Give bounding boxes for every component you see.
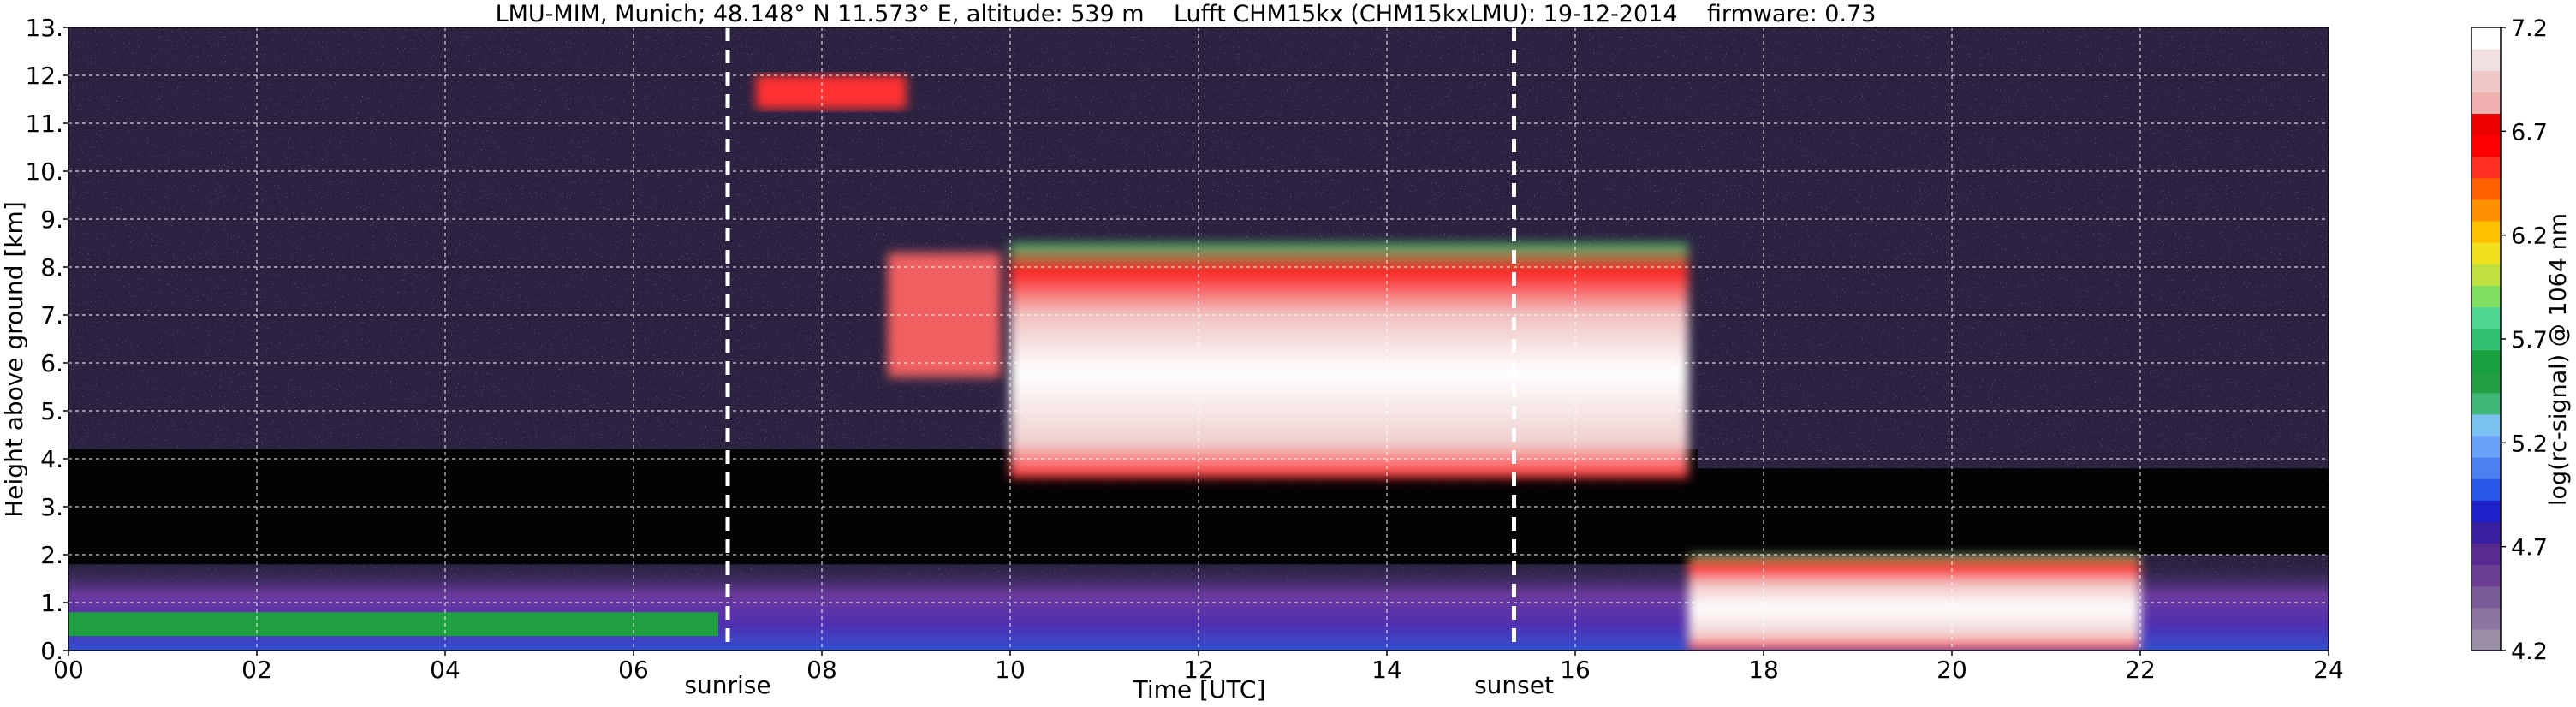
x-tick-label: 18 (1748, 656, 1779, 684)
y-tick-label: 7. (40, 301, 63, 330)
colorbar-cell (2472, 113, 2501, 136)
colorbar-tick-label: 7.2 (2511, 15, 2548, 42)
y-tick-label: 1. (40, 589, 63, 617)
y-tick-label: 10. (25, 157, 63, 186)
colorbar-cell (2472, 543, 2501, 566)
x-tick-label: 24 (2313, 656, 2344, 684)
y-tick-label: 3. (40, 493, 63, 521)
y-tick-label: 2. (40, 541, 63, 569)
colorbar-tick-label: 5.7 (2511, 327, 2548, 354)
y-tick-label: 11. (25, 110, 63, 138)
colorbar-scale (2472, 27, 2501, 651)
colorbar-cell (2472, 199, 2501, 222)
colorbar-cell (2472, 49, 2501, 71)
marker-label-sunset: sunset (1474, 671, 1554, 699)
colorbar-cell (2472, 177, 2501, 200)
plot-area: sunrise sunset (68, 27, 2329, 699)
layer-cirrus (756, 75, 907, 110)
colorbar-label: log(rc-signal) @ 1064 nm (2545, 213, 2572, 506)
colorbar-cell (2472, 92, 2501, 115)
y-axis-label: Height above ground [km] (0, 201, 28, 518)
layer-clear-sky-low-noise (1698, 468, 2329, 555)
colorbar-cell (2472, 478, 2501, 501)
y-tick-label: 12. (25, 62, 63, 90)
colorbar-cell (2472, 435, 2501, 458)
colorbar-tick-label: 4.2 (2511, 639, 2548, 665)
colorbar-cell (2472, 628, 2501, 651)
sun-markers: sunrise sunset (684, 27, 1554, 699)
colorbar-cell (2472, 607, 2501, 630)
x-tick-label: 14 (1371, 656, 1402, 684)
x-tick-label: 04 (430, 656, 461, 684)
colorbar-cell (2472, 306, 2501, 330)
y-tick-label: 13. (25, 14, 63, 42)
x-tick-label: 10 (995, 656, 1026, 684)
x-axis-ticks: 00 02 04 06 08 10 12 14 16 18 20 22 24 (53, 651, 2344, 684)
colorbar-cell (2472, 328, 2501, 351)
y-tick-label: 8. (40, 253, 63, 282)
colorbar-tick-label: 4.7 (2511, 535, 2548, 561)
x-axis-label: Time [UTC] (1133, 675, 1266, 704)
x-tick-label: 08 (806, 656, 837, 684)
layer-cloud (1010, 243, 1688, 478)
colorbar-cell (2472, 70, 2501, 92)
grid (68, 27, 2329, 651)
y-tick-label: 5. (40, 397, 63, 425)
colorbar-ticks: 4.2 4.7 5.2 5.7 6.2 6.7 7.2 (2501, 15, 2548, 665)
colorbar-cell (2472, 457, 2501, 479)
chart-title: LMU-MIM, Munich; 48.148° N 11.573° E, al… (496, 1, 1877, 27)
colorbar-cell (2472, 585, 2501, 609)
y-tick-label: 0. (40, 637, 63, 665)
colorbar-cell (2472, 413, 2501, 437)
colorbar-tick-label: 5.2 (2511, 431, 2548, 457)
colorbar-tick-label: 6.7 (2511, 119, 2548, 146)
colorbar-cell (2472, 564, 2501, 587)
colorbar-cell (2472, 264, 2501, 286)
x-tick-label: 20 (1936, 656, 1967, 684)
colorbar-cell (2472, 500, 2501, 522)
colorbar-cell (2472, 371, 2501, 394)
y-tick-label: 9. (40, 205, 63, 234)
colorbar-cell (2472, 134, 2501, 157)
colorbar-cell (2472, 27, 2501, 50)
layer-low-cloud-green (68, 612, 718, 637)
colorbar: 4.2 4.7 5.2 5.7 6.2 6.7 7.2 log(rc-signal) @ 1… (2471, 15, 2572, 665)
x-tick-label: 22 (2125, 656, 2156, 684)
colorbar-cell (2472, 392, 2501, 415)
colorbar-tick-label: 6.2 (2511, 223, 2548, 250)
colorbar-cell (2472, 285, 2501, 307)
colorbar-cell (2472, 242, 2501, 264)
marker-label-sunrise: sunrise (684, 671, 770, 699)
x-tick-label: 00 (53, 656, 84, 684)
x-tick-label: 12 (1183, 656, 1214, 684)
x-tick-label: 06 (618, 656, 649, 684)
y-axis-ticks: 0. 1. 2. 3. 4. 5. 6. 7. 8. 9. 10. 11. 12. 13. (25, 14, 68, 665)
x-tick-label: 16 (1560, 656, 1591, 684)
colorbar-cell (2472, 521, 2501, 544)
colorbar-cell (2472, 349, 2501, 372)
x-tick-label: 02 (241, 656, 272, 684)
y-tick-label: 4. (40, 445, 63, 473)
colorbar-cell (2472, 220, 2501, 243)
colorbar-cell (2472, 156, 2501, 179)
y-tick-label: 6. (40, 349, 63, 377)
